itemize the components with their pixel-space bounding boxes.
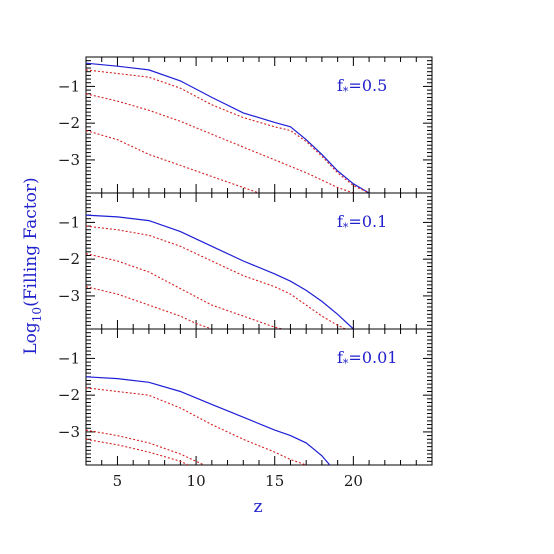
y-tick-label: −1 bbox=[58, 77, 80, 95]
panel-label: f*=0.1 bbox=[337, 212, 387, 234]
panel-label-value: =0.1 bbox=[348, 212, 387, 231]
panel-label-subscript: * bbox=[343, 85, 349, 98]
x-tick-label: 10 bbox=[187, 472, 206, 490]
series-group bbox=[86, 214, 354, 329]
y-axis-label-main: Log bbox=[21, 322, 41, 355]
panel-label-value: =0.5 bbox=[348, 76, 387, 95]
y-tick-label: −3 bbox=[58, 151, 80, 169]
x-tick-label: 5 bbox=[113, 472, 123, 490]
series-group bbox=[86, 376, 331, 465]
y-axis-label-rest: (Filling Factor) bbox=[21, 177, 41, 307]
panel-3: −1 −2 −3 f*=0.01 bbox=[58, 328, 433, 466]
series-group bbox=[86, 62, 370, 193]
x-axis-label: z bbox=[254, 497, 263, 517]
series-dotted-2 bbox=[86, 69, 370, 193]
x-tick-label: 15 bbox=[265, 472, 284, 490]
series-dotted-2 bbox=[86, 225, 346, 329]
svg-text:Log10(Filling Factor): Log10(Filling Factor) bbox=[21, 177, 44, 354]
series-dotted-3 bbox=[86, 429, 205, 465]
y-tick-label: −2 bbox=[58, 250, 80, 268]
panel-label-subscript: * bbox=[343, 357, 349, 370]
panel-label: f*=0.5 bbox=[337, 76, 387, 98]
series-dotted-4 bbox=[86, 129, 260, 193]
series-solid-1 bbox=[86, 62, 370, 193]
y-tick-label: −3 bbox=[58, 423, 80, 441]
y-axis-label: Log10(Filling Factor) bbox=[21, 177, 44, 354]
panel-label-subscript: * bbox=[343, 221, 349, 234]
series-dotted-3 bbox=[86, 93, 354, 193]
y-tick-label: −3 bbox=[58, 287, 80, 305]
x-tick-labels: 5 10 15 20 bbox=[113, 472, 363, 490]
series-dotted-2 bbox=[86, 387, 307, 465]
panel-label-value: =0.01 bbox=[348, 348, 397, 367]
series-dotted-4 bbox=[86, 286, 212, 329]
x-tick-label: 20 bbox=[344, 472, 363, 490]
series-dotted-4 bbox=[86, 438, 189, 465]
panel-1: −1 −2 −3 f*=0.5 bbox=[58, 56, 433, 194]
y-tick-label: −1 bbox=[58, 213, 80, 231]
panel-label-f: f bbox=[337, 348, 344, 367]
panel-label-f: f bbox=[337, 76, 344, 95]
series-solid-1 bbox=[86, 376, 331, 465]
panel-label-f: f bbox=[337, 212, 344, 231]
panels: −1−2−3f*=0.5−1−2−3f*=0.1−1−2−3f*=0.01 bbox=[58, 56, 433, 466]
panel-2: −1 −2 −3 f*=0.1 bbox=[58, 192, 433, 330]
y-axis-label-subscript: 10 bbox=[30, 307, 44, 322]
y-tick-label: −1 bbox=[58, 349, 80, 367]
panel-label: f*=0.01 bbox=[337, 348, 397, 370]
series-dotted-3 bbox=[86, 253, 283, 329]
series-solid-1 bbox=[86, 214, 354, 329]
y-tick-label: −2 bbox=[58, 386, 80, 404]
y-tick-label: −2 bbox=[58, 114, 80, 132]
